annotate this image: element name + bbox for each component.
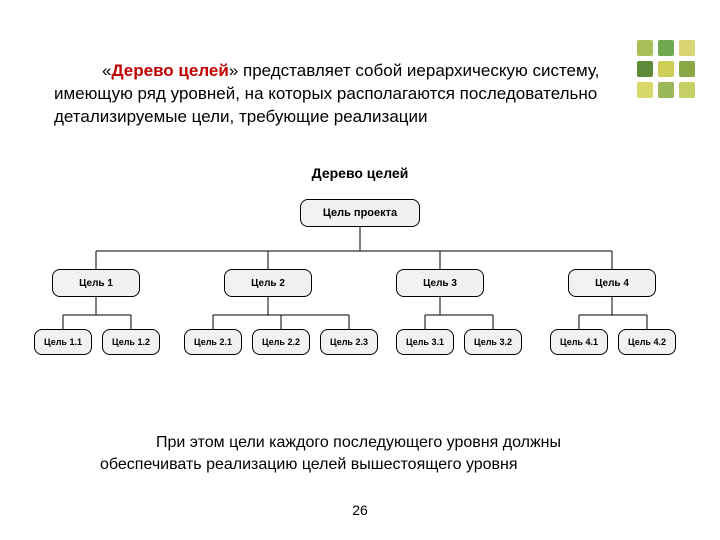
node-g11: Цель 1.1: [34, 329, 92, 355]
decor-square: [679, 82, 695, 98]
node-g41: Цель 4.1: [550, 329, 608, 355]
page-number: 26: [0, 502, 720, 518]
decor-square: [658, 40, 674, 56]
node-g23: Цель 2.3: [320, 329, 378, 355]
outro-content: При этом цели каждого последующего уровн…: [100, 434, 561, 473]
decor-square: [679, 40, 695, 56]
goals-tree-diagram: Дерево целей Цель проекта Цель 1Цель 2Це…: [20, 165, 700, 195]
node-g32: Цель 3.2: [464, 329, 522, 355]
outro-text: При этом цели каждого последующего уровн…: [100, 432, 620, 475]
decor-square: [637, 40, 653, 56]
diagram-title: Дерево целей: [20, 165, 700, 181]
node-root: Цель проекта: [300, 199, 420, 227]
node-g21: Цель 2.1: [184, 329, 242, 355]
decor-square: [658, 82, 674, 98]
node-g31: Цель 3.1: [396, 329, 454, 355]
intro-highlight: Дерево целей: [111, 61, 228, 80]
node-g4: Цель 4: [568, 269, 656, 297]
decor-square: [679, 61, 695, 77]
node-g12: Цель 1.2: [102, 329, 160, 355]
decor-square: [658, 61, 674, 77]
node-g2: Цель 2: [224, 269, 312, 297]
node-g22: Цель 2.2: [252, 329, 310, 355]
node-g42: Цель 4.2: [618, 329, 676, 355]
node-g3: Цель 3: [396, 269, 484, 297]
intro-text: «Дерево целей» представляет собой иерарх…: [54, 60, 654, 129]
node-g1: Цель 1: [52, 269, 140, 297]
